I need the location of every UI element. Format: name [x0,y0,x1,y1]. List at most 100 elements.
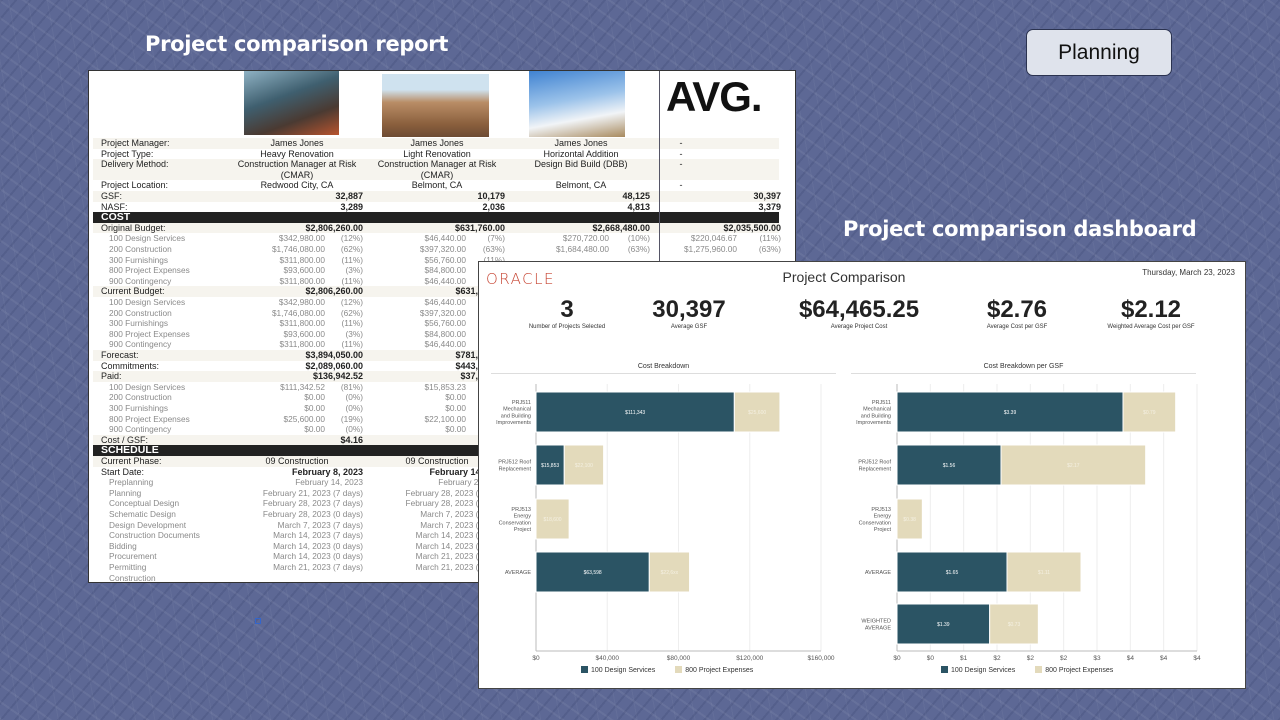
cell-aavg: $1,275,960.00 [683,244,737,254]
cell-t1: Construction Manager at Risk [237,159,357,170]
x-tick-label: $2 [993,655,1001,662]
kpi-average-cost-per-gsf: $2.76 Average Cost per GSF [937,296,1097,330]
bar-project-expenses [563,444,605,486]
cell-a2: $46,440.00 [424,275,466,286]
x-tick-label: $0 [927,655,935,662]
kpi-weighted-average-cost-per-gsf: $2.12 Weighted Average Cost per GSF [1071,296,1231,330]
cell-m3: 48,125 [622,191,650,201]
cell-a2: $0.00 [445,403,466,413]
legend-swatch [1035,666,1043,673]
report-row: Schematic Design February 28, 2023 (0 day… [93,509,779,520]
bar-design-services [896,551,1008,593]
legend-label: 800 Project Expenses [685,667,754,674]
cell-a2: $84,800.00 [424,328,466,339]
cell-p2: (63%) [482,244,505,254]
bar-value-label: $1.56 [943,463,956,469]
cell-m1: March 14, 2023 (7 days) [273,530,363,541]
report-row: Project Manager: James Jones James Jones Ja… [93,138,779,149]
report-row: 900 Contingency $0.00 (0%) $0.00 [93,424,779,435]
row-label: 200 Construction [109,244,172,254]
row-label: 300 Furnishings [109,318,169,329]
report-row: 100 Design Services $342,980.00 (12%) $46,4… [93,233,781,244]
cell-p1: (0%) [345,424,363,435]
cell-m1: February 28, 2023 (7 days) [262,498,363,509]
bar-design-services [896,391,1124,433]
cell-p1: (3%) [345,265,363,276]
legend-item-expenses[interactable]: 800 Project Expenses [675,666,753,674]
report-row: 200 Construction $0.00 (0%) $0.00 [93,392,779,403]
cell-m1: $2,089,060.00 [305,360,363,371]
report-row: 200 Construction $1,746,080.00 (62%) $397,3… [93,244,781,255]
bar-project-expenses [733,391,781,433]
cell-tavg: - [679,159,683,170]
cell-t1: 09 Construction [265,456,329,466]
bar-project-expenses [1000,444,1147,486]
bar-project-expenses [535,498,570,540]
row-label: Forecast: [101,350,139,360]
row-label: Current Phase: [101,456,162,466]
report-row: Design Development March 7, 2023 (7 days)… [93,520,779,531]
cell-m1: $4.16 [340,434,363,445]
cell-m2: 10,179 [477,191,505,201]
legend-item-expenses[interactable]: 800 Project Expenses [1035,666,1113,674]
row-label: Bidding [109,540,137,551]
row-label: Construction [109,572,156,583]
report-row: 800 Project Expenses $93,600.00 (3%) $84,80… [93,329,779,340]
cell-m2c: $631,7 [455,286,483,297]
bar-value-label: $22,6xx [661,570,679,576]
report-row: 100 Design Services $342,980.00 (12%) $46,4… [93,297,779,308]
cell-mavg: $2,035,500.00 [723,222,781,233]
cost-charts: $0 $40,000 $80,000 $120,000 $160,000 PRJ511 Me… [496,384,1201,662]
chart-title-cost-per-gsf: Cost Breakdown per GSF [983,363,1064,370]
cell-m3: $2,668,480.00 [592,222,650,233]
row-label: 300 Furnishings [109,403,169,413]
cell-m1: March 14, 2023 (0 days) [273,551,363,562]
bar-value-label: $18,600 [544,517,562,523]
cell-m1: February 28, 2023 (0 days) [262,509,363,519]
report-row: Delivery Method: Construction Manager at … [93,159,779,170]
legend-item-design[interactable]: 100 Design Services [941,666,1015,674]
x-tick-label: $2 [1060,655,1068,662]
report-row: Planning February 21, 2023 (7 days) Februa… [93,488,779,499]
cell-m1: $3,894,050.00 [305,350,363,360]
report-row: Construction [93,572,779,583]
report-row: Construction Documents March 14, 2023 (7 … [93,530,779,541]
cell-a1: $25,600.00 [283,413,325,424]
cell-t2: Light Renovation [403,148,471,159]
kpi-value: $2.12 [1120,296,1182,323]
cell-m2c: $443,7 [455,360,483,371]
cell-m1: $2,806,260.00 [305,286,363,297]
legend-label: 100 Design Services [951,667,1016,674]
row-label: Current Budget: [101,286,165,297]
cell-t1: Redwood City, CA [260,180,334,191]
project-comparison-dashboard: ORACLE Project Comparison Thursday, Marc… [478,261,1246,689]
row-label: Project Manager: [101,138,170,148]
row-label: NASF: [101,201,128,212]
row-label: Design Development [109,519,187,530]
planning-button[interactable]: Planning [1026,29,1172,76]
report-row: 800 Project Expenses $25,600.00 (19%) $22,1… [93,414,779,425]
report-row: (CMAR) (CMAR) [93,169,779,181]
cell-m2c: March 21, 2023 (0 [415,562,483,572]
cell-tavg: - [679,180,683,191]
bar-value-label: $63,598 [584,570,602,576]
cell-t2: (CMAR) [420,169,454,180]
cell-p1: (11%) [341,339,363,350]
report-row: 300 Furnishings $311,800.00 (11%) $56,760.0… [93,318,779,329]
kpi-label: Average Project Cost [830,324,888,330]
cell-m1: February 8, 2023 [291,466,363,477]
selection-handle[interactable] [255,618,261,624]
x-tick-label: $4 [1193,655,1201,662]
legend-item-design[interactable]: 100 Design Services [581,666,655,674]
cell-a1: $111,342.52 [280,381,325,392]
kpi-label: Average Cost per GSF [986,324,1048,330]
row-label: Delivery Method: [101,159,169,170]
kpi-value: $2.76 [986,296,1048,323]
cell-p2: (7%) [487,233,505,244]
cell-a2: $15,853.23 [424,381,466,392]
cell-a2: $46,440.00 [424,297,466,307]
cell-a1: $311,800.00 [279,339,325,350]
row-label: 900 Contingency [109,339,172,350]
cell-m2c: $781,6 [455,350,483,360]
cell-a2: $56,760.00 [424,318,466,329]
